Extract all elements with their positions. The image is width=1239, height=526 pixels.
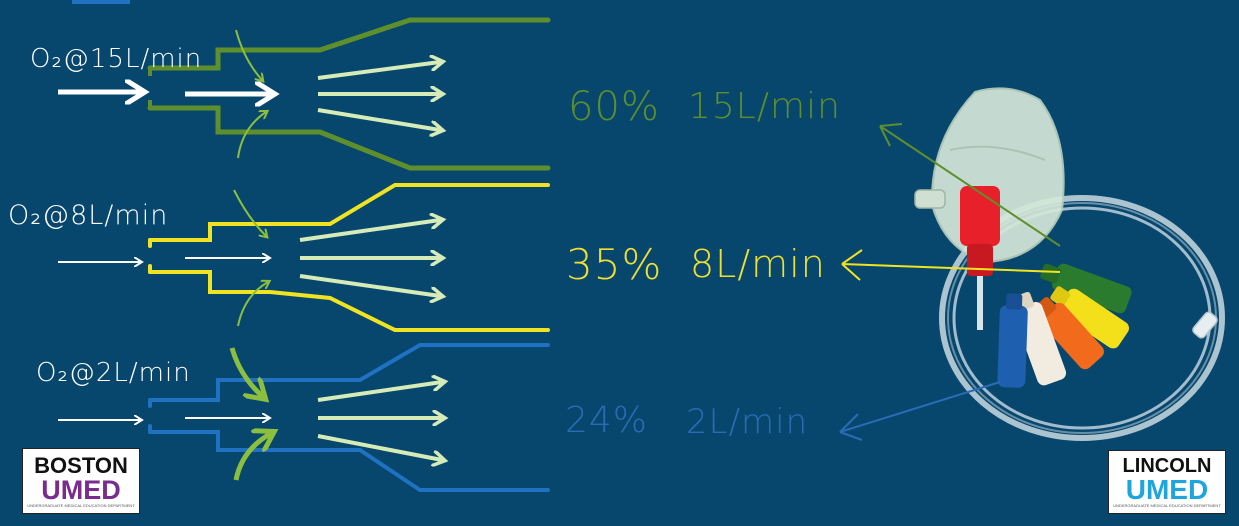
accent-bar (72, 0, 130, 4)
lincoln-logo-line2: UMED (1125, 474, 1209, 505)
venturi-mask-illustration (914, 87, 1225, 441)
lincoln-umed-logo: LINCOLN UMED UNDERGRADUATE MEDICAL EDUCA… (1108, 450, 1226, 514)
fio2-value-row-2: 35% (566, 240, 663, 289)
fio2-value-row-1: 60% (568, 84, 660, 130)
flow-value-row-3: 2L/min (686, 402, 809, 442)
venturi-row-3 (58, 343, 550, 492)
boston-logo-tagline: UNDERGRADUATE MEDICAL EDUCATION DEPARTME… (27, 504, 135, 508)
flow-value-row-1: 15L/min (688, 86, 841, 127)
inlet-label-row-1: O₂@15L/min (30, 44, 203, 74)
boston-logo-line1: BOSTON (34, 453, 128, 478)
lincoln-logo-tagline: UNDERGRADUATE MEDICAL EDUCATION DEPARTME… (1113, 504, 1221, 508)
flow-value-row-2: 8L/min (690, 242, 826, 286)
inlet-label-row-3: O₂@2L/min (36, 358, 191, 388)
fio2-value-row-3: 24% (565, 400, 649, 441)
boston-umed-logo: BOSTON UMED UNDERGRADUATE MEDICAL EDUCAT… (22, 448, 140, 514)
lincoln-logo-line1: LINCOLN (1122, 455, 1212, 477)
venturi-row-1 (58, 17, 551, 171)
inlet-label-row-2: O₂@8L/min (8, 200, 169, 231)
pointer-arrows (839, 123, 1061, 441)
boston-logo-line2: UMED (41, 475, 121, 505)
venturi-row-2 (58, 183, 550, 332)
